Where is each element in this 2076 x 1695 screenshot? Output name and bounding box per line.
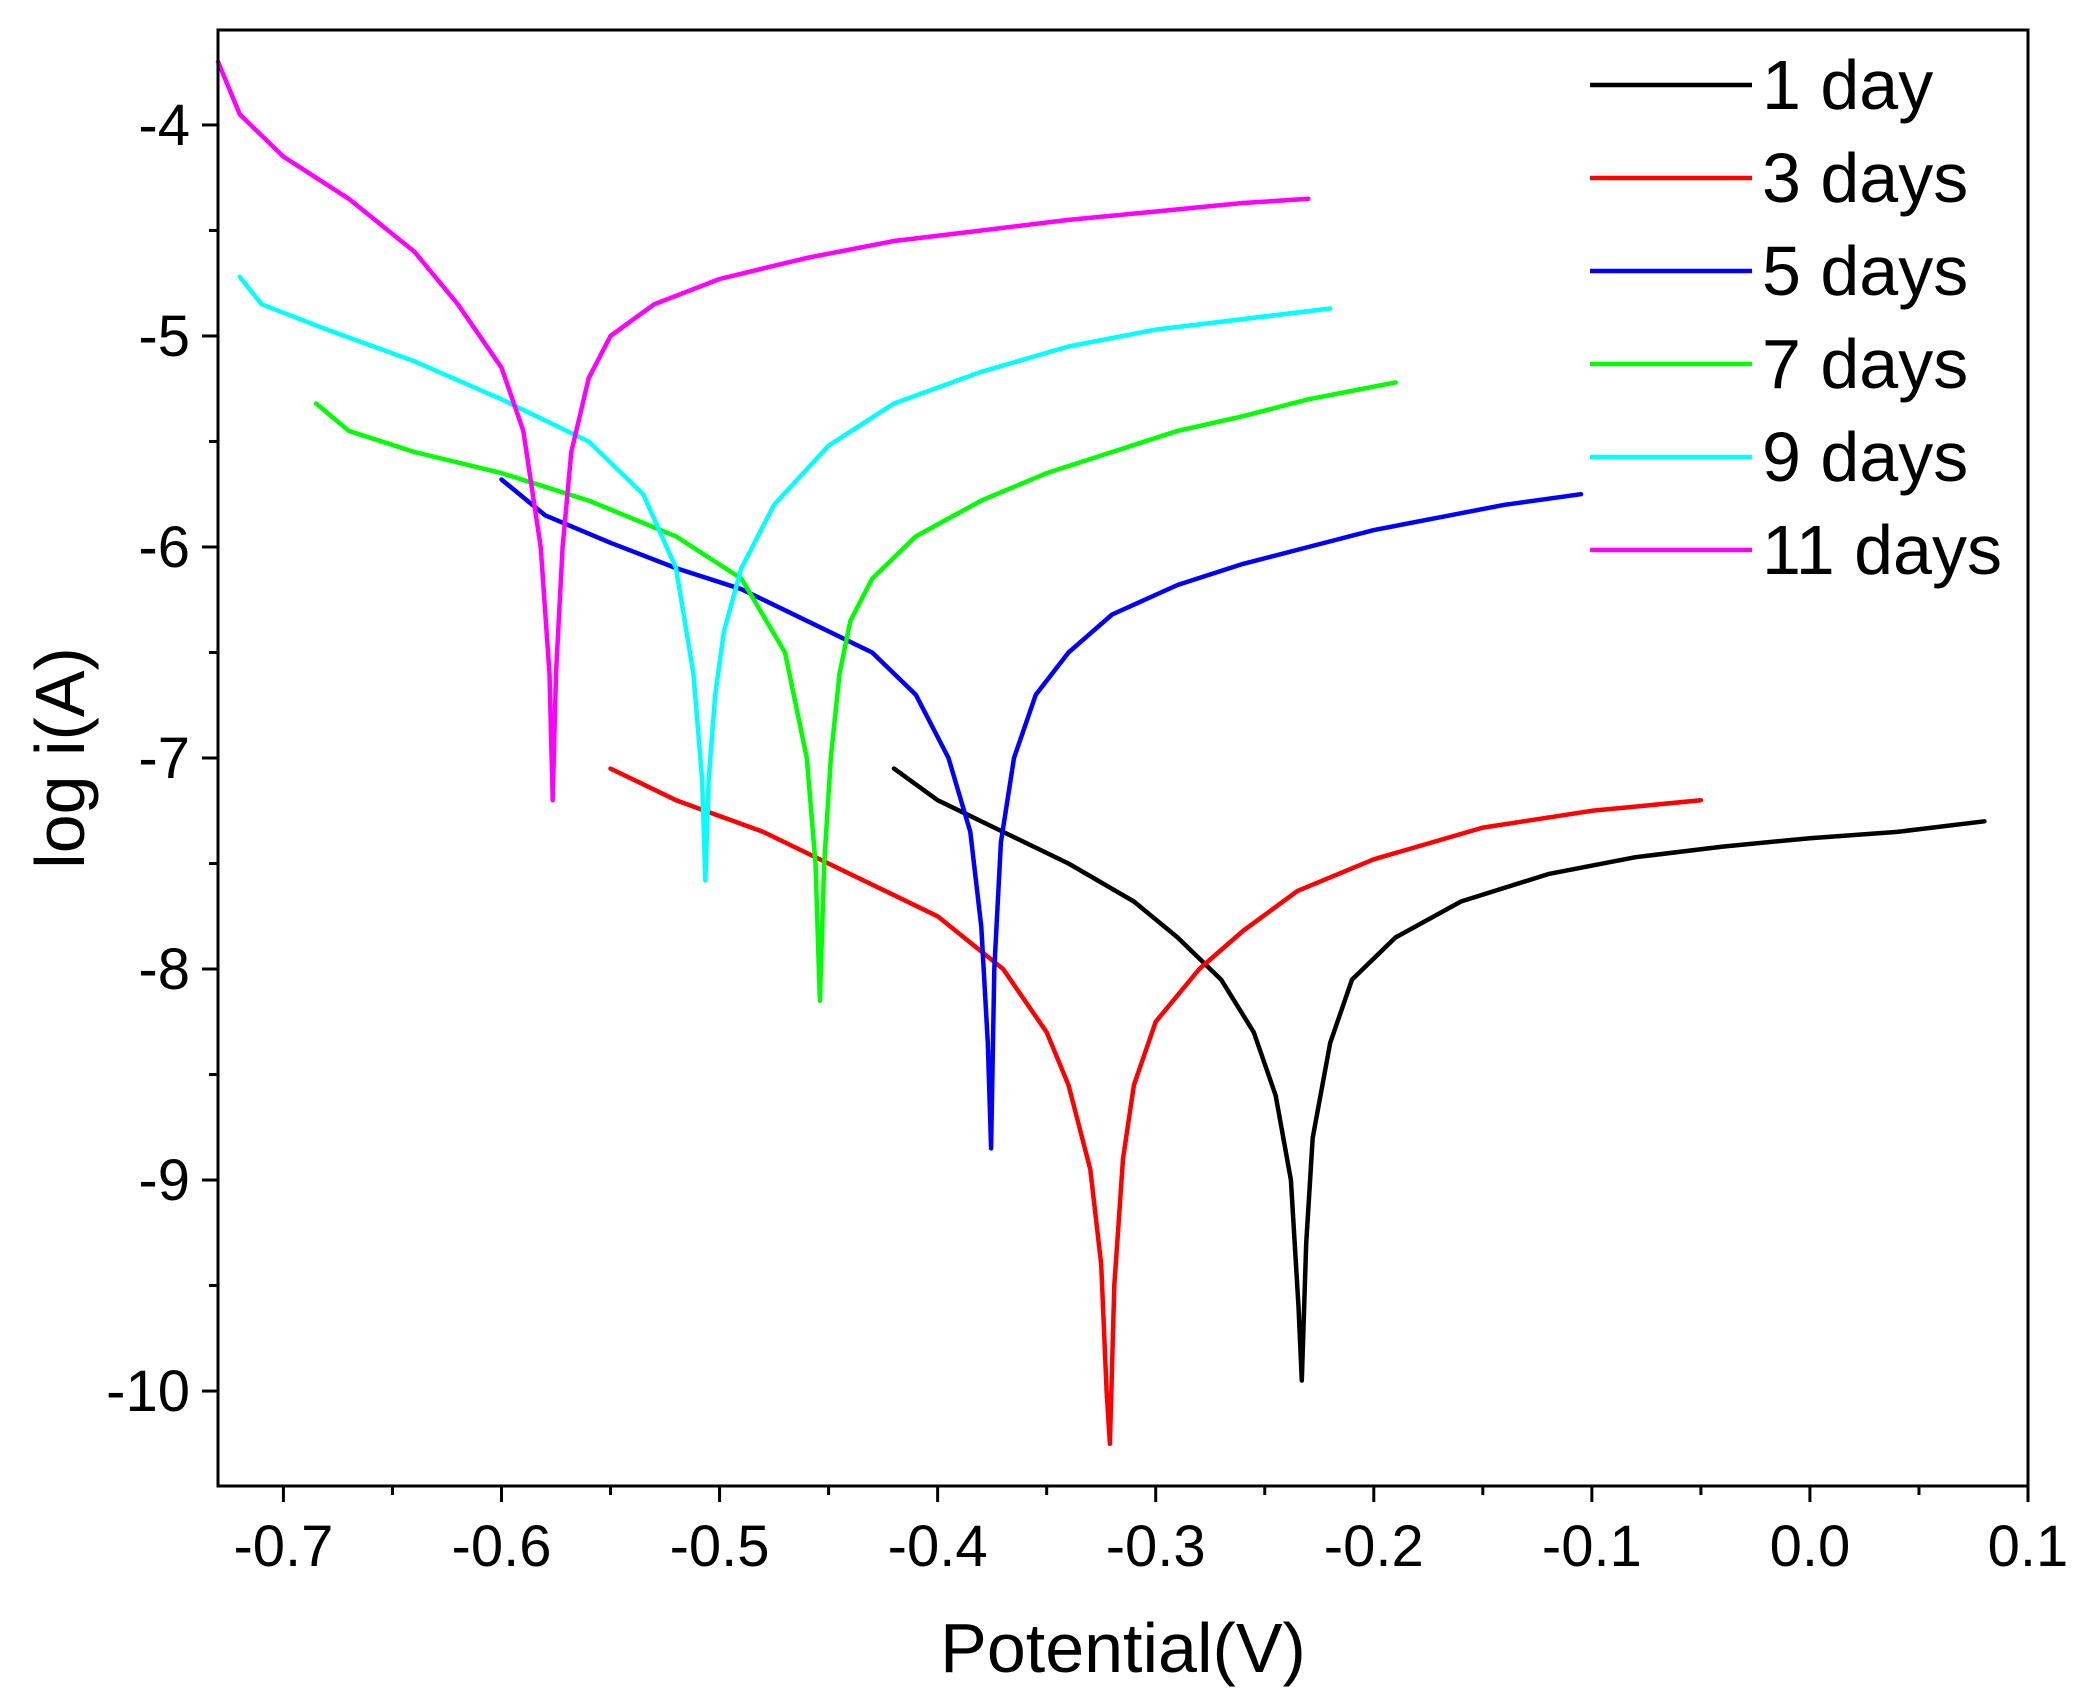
series-line-4 xyxy=(313,380,1398,1003)
y-tick-label: -7 xyxy=(138,726,190,791)
legend-label-1: 1 day xyxy=(1762,46,1933,124)
y-axis-ticks: -4 -5 -6 -7 -8 -9 -10 xyxy=(106,93,218,1424)
series-line-1 xyxy=(891,766,1987,1383)
legend-label-4: 7 days xyxy=(1762,325,1968,403)
legend-label-2: 3 days xyxy=(1762,139,1968,217)
x-tick-label: 0.0 xyxy=(1770,1514,1851,1579)
y-tick-label: -8 xyxy=(138,937,190,1002)
y-tick-label: -10 xyxy=(106,1359,190,1424)
series-lines xyxy=(215,59,1987,1447)
x-tick-label: -0.3 xyxy=(1106,1514,1206,1579)
x-tick-label: 0.1 xyxy=(1988,1514,2069,1579)
x-tick-label: -0.4 xyxy=(888,1514,988,1579)
y-tick-label: -5 xyxy=(138,304,190,369)
y-tick-label: -6 xyxy=(138,515,190,580)
series-line-3 xyxy=(499,477,1584,1151)
series-line-6 xyxy=(215,59,1311,803)
x-axis-title: Potential(V) xyxy=(940,1609,1306,1687)
x-tick-label: -0.6 xyxy=(452,1514,552,1579)
y-axis-title: log i(A) xyxy=(21,647,99,869)
x-tick-label: -0.2 xyxy=(1324,1514,1424,1579)
x-tick-label: -0.5 xyxy=(670,1514,770,1579)
legend: 1 day 3 days 5 days 7 days 9 days 11 days xyxy=(1590,46,2002,589)
series-line-2 xyxy=(608,766,1704,1447)
legend-label-5: 9 days xyxy=(1762,418,1968,496)
y-tick-label: -4 xyxy=(138,93,190,158)
x-tick-label: -0.1 xyxy=(1542,1514,1642,1579)
legend-label-3: 5 days xyxy=(1762,232,1968,310)
plot-frame xyxy=(216,28,2030,1488)
series-line-5 xyxy=(237,274,1333,883)
y-tick-label: -9 xyxy=(138,1148,190,1213)
x-tick-label: -0.7 xyxy=(233,1514,333,1579)
legend-label-6: 11 days xyxy=(1762,511,2002,589)
x-axis-ticks: -0.7 -0.6 -0.5 -0.4 -0.3 -0.2 -0.1 0.0 0.1 xyxy=(233,1486,2068,1579)
